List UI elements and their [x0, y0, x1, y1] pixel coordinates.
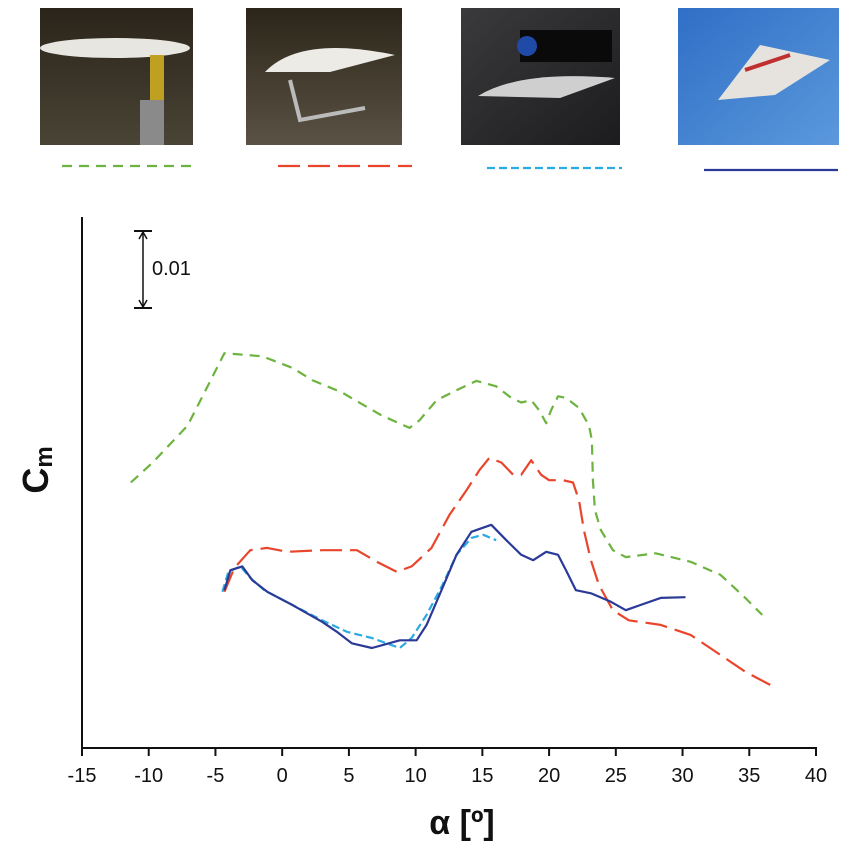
photos	[40, 8, 839, 145]
series-line	[130, 352, 763, 616]
y-axis-label-sub: m	[31, 446, 58, 467]
x-tick-label: 15	[471, 765, 493, 787]
legend	[62, 164, 838, 172]
x-tick-label: 5	[343, 765, 354, 787]
x-tick-label: 35	[738, 765, 760, 787]
x-tick-label: 0	[277, 765, 288, 787]
photo	[40, 8, 193, 145]
scale-bar-label: 0.01	[152, 258, 191, 280]
x-tick-label: 40	[805, 765, 827, 787]
y-axis-label-main: C	[15, 468, 56, 494]
x-axis-label: α [º]	[429, 804, 494, 842]
x-tick-label: 20	[538, 765, 560, 787]
x-tick-label: -10	[134, 765, 163, 787]
scale-bar-arrow	[138, 230, 148, 309]
x-tick-label: 25	[605, 765, 627, 787]
scale-bar	[134, 230, 152, 309]
plot-area: -15 -10 -5 0 5 10 15 20 25 30 35 40 0.01	[68, 217, 827, 787]
series-line	[223, 456, 771, 686]
series-line	[221, 533, 497, 650]
x-tick-label: 10	[405, 765, 427, 787]
x-tick-label: -15	[68, 765, 97, 787]
y-axis-label: Cm	[15, 446, 59, 493]
x-tick-label: 30	[671, 765, 693, 787]
series-line	[223, 523, 686, 650]
photo	[461, 8, 620, 145]
x-tick-label: -5	[207, 765, 225, 787]
photo	[678, 8, 839, 145]
photo	[246, 8, 402, 145]
